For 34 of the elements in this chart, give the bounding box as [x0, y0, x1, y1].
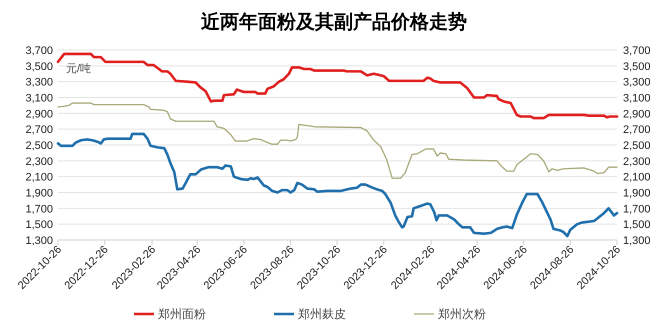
- y-tick-label: 2,300: [25, 156, 53, 168]
- y2-tick-label: 1,500: [623, 219, 651, 232]
- chart-title: 近两年面粉及其副产品价格走势: [200, 11, 467, 33]
- y2-tick-label: 3,700: [623, 45, 651, 57]
- y2-tick-label: 3,100: [623, 92, 651, 104]
- y2-tick-label: 2,100: [623, 172, 651, 184]
- line-series: [57, 102, 618, 179]
- y-tick-label: 2,100: [25, 172, 53, 184]
- y-tick-label: 1,900: [25, 188, 53, 200]
- y-tick-label: 1,300: [25, 235, 53, 247]
- legend-label: 郑州次粉: [438, 307, 486, 321]
- line-series: [56, 132, 618, 238]
- y-tick-label: 1,500: [25, 219, 53, 232]
- y-tick-label: 3,300: [25, 76, 53, 89]
- y2-tick-label: 1,900: [623, 188, 651, 200]
- y2-tick-label: 2,300: [623, 156, 651, 168]
- y2-tick-label: 1,700: [623, 203, 651, 216]
- y2-tick-label: 2,500: [623, 140, 651, 152]
- line-series: [56, 52, 618, 120]
- y-tick-label: 3,700: [25, 45, 53, 57]
- y2-tick-label: 3,300: [623, 76, 651, 89]
- y-tick-label: 1,700: [25, 203, 53, 216]
- legend-label: 郑州麸皮: [298, 307, 346, 321]
- y2-tick-label: 2,700: [623, 124, 651, 136]
- y2-tick-label: 2,900: [623, 108, 651, 120]
- y-tick-label: 2,900: [25, 108, 53, 120]
- y-tick-label: 2,700: [25, 124, 53, 136]
- legend-label: 郑州面粉: [158, 307, 206, 321]
- y2-tick-label: 1,300: [623, 235, 651, 247]
- y-tick-label: 2,500: [25, 140, 53, 152]
- y-tick-label: 3,500: [25, 60, 53, 73]
- y-tick-label: 3,100: [25, 92, 53, 104]
- y2-tick-label: 3,500: [623, 60, 651, 73]
- annotation: 元/吨: [66, 62, 92, 75]
